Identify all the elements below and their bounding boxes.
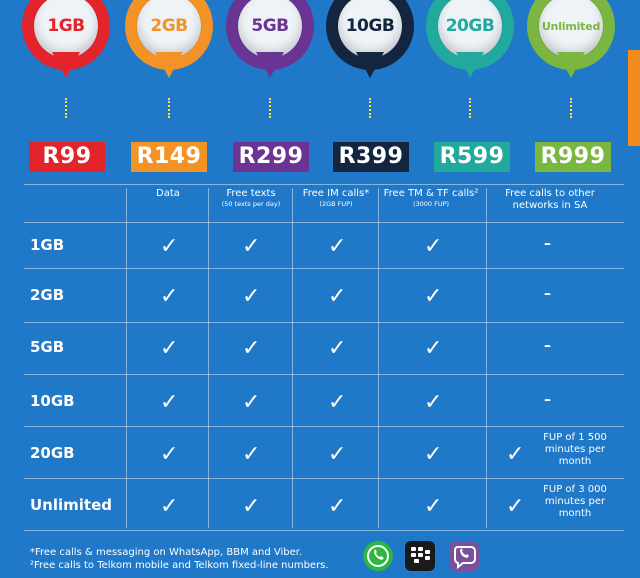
check-icon: ✓ bbox=[424, 336, 443, 361]
price-badge-10gb: R399 bbox=[333, 142, 409, 172]
row-divider bbox=[24, 478, 624, 479]
pin-drop-unlimited: Unlimited bbox=[527, 0, 615, 78]
column-divider bbox=[126, 188, 127, 528]
check-icon: ✓ bbox=[424, 390, 443, 415]
check-icon: ✓ bbox=[242, 390, 261, 415]
whatsapp-icon bbox=[363, 541, 393, 571]
plan-size-label: 5GB bbox=[251, 16, 289, 36]
plan-size-label: Unlimited bbox=[541, 19, 601, 33]
check-icon: ✓ bbox=[242, 234, 261, 259]
row-label-5gb: 5GB bbox=[30, 338, 65, 356]
column-divider bbox=[486, 188, 487, 528]
check-icon: ✓ bbox=[160, 390, 179, 415]
check-icon: ✓ bbox=[328, 494, 347, 519]
row-divider bbox=[24, 426, 624, 427]
row-label-unlimited: Unlimited bbox=[30, 496, 112, 514]
pin-drop-2gb: 2GB bbox=[125, 0, 213, 78]
check-icon: ✓ bbox=[328, 234, 347, 259]
check-icon: ✓ bbox=[242, 284, 261, 309]
no-other-network-calls-2gb: – bbox=[544, 286, 551, 302]
check-icon: ✓ bbox=[160, 336, 179, 361]
column-header-free-tm-tf-calls: Free TM & TF calls² (3000 FUP) bbox=[383, 188, 479, 208]
row-label-10gb: 10GB bbox=[30, 392, 75, 410]
check-icon: ✓ bbox=[328, 442, 347, 467]
check-icon: ✓ bbox=[424, 234, 443, 259]
pin-dotted-line bbox=[570, 98, 572, 118]
check-icon: ✓ bbox=[160, 234, 179, 259]
column-header-free-calls-other: Free calls to other networks in SA bbox=[505, 188, 595, 211]
pin-dotted-line bbox=[269, 98, 271, 118]
column-divider bbox=[378, 188, 379, 528]
row-label-2gb: 2GB bbox=[30, 286, 65, 304]
check-icon: ✓ bbox=[506, 494, 525, 519]
no-other-network-calls-10gb: – bbox=[544, 392, 551, 408]
row-label-1gb: 1GB bbox=[30, 236, 65, 254]
blackberry-messenger-icon bbox=[405, 541, 435, 571]
price-badge-1gb: R99 bbox=[29, 142, 105, 172]
check-icon: ✓ bbox=[328, 336, 347, 361]
check-icon: ✓ bbox=[506, 442, 525, 467]
check-icon: ✓ bbox=[160, 442, 179, 467]
check-icon: ✓ bbox=[424, 284, 443, 309]
check-icon: ✓ bbox=[242, 442, 261, 467]
side-tab bbox=[628, 50, 640, 146]
row-divider bbox=[24, 184, 624, 185]
column-header-free-im-calls: Free IM calls* (2GB FUP) bbox=[302, 188, 370, 208]
pin-dotted-line bbox=[369, 98, 371, 118]
check-icon: ✓ bbox=[242, 336, 261, 361]
footnote-2: ²Free calls to Telkom mobile and Telkom … bbox=[30, 560, 329, 571]
pin-drop-5gb: 5GB bbox=[226, 0, 314, 78]
check-icon: ✓ bbox=[424, 442, 443, 467]
plan-size-label: 1GB bbox=[47, 16, 85, 36]
plan-size-label: 20GB bbox=[445, 16, 495, 36]
check-icon: ✓ bbox=[424, 494, 443, 519]
row-label-20gb: 20GB bbox=[30, 444, 75, 462]
pin-dotted-line bbox=[469, 98, 471, 118]
footnote-1: *Free calls & messaging on WhatsApp, BBM… bbox=[30, 547, 303, 558]
check-icon: ✓ bbox=[328, 284, 347, 309]
check-icon: ✓ bbox=[242, 494, 261, 519]
no-other-network-calls-5gb: – bbox=[544, 338, 551, 354]
row-divider bbox=[24, 268, 624, 269]
row-divider bbox=[24, 222, 624, 223]
column-divider bbox=[292, 188, 293, 528]
plan-size-label: 2GB bbox=[150, 16, 188, 36]
pin-drop-20gb: 20GB bbox=[426, 0, 514, 78]
column-divider bbox=[208, 188, 209, 528]
row-divider bbox=[24, 322, 624, 323]
fup-note-20gb: FUP of 1 500 minutes per month bbox=[543, 432, 607, 467]
row-divider bbox=[24, 530, 624, 531]
viber-icon bbox=[449, 541, 479, 571]
fup-note-unlimited: FUP of 3 000 minutes per month bbox=[543, 484, 607, 519]
row-divider bbox=[24, 374, 624, 375]
check-icon: ✓ bbox=[160, 494, 179, 519]
price-badge-20gb: R599 bbox=[434, 142, 510, 172]
column-header-free-texts: Free texts (50 texts per day) bbox=[221, 188, 281, 208]
no-other-network-calls-1gb: – bbox=[544, 236, 551, 252]
footnotes: *Free calls & messaging on WhatsApp, BBM… bbox=[30, 546, 329, 572]
pin-dotted-line bbox=[168, 98, 170, 118]
check-icon: ✓ bbox=[328, 390, 347, 415]
price-badge-5gb: R299 bbox=[233, 142, 309, 172]
price-badge-2gb: R149 bbox=[131, 142, 207, 172]
plan-pins: 1GB R99 2GB R149 5GB R299 10GB R399 20GB… bbox=[0, 0, 640, 178]
check-icon: ✓ bbox=[160, 284, 179, 309]
pin-drop-1gb: 1GB bbox=[22, 0, 110, 78]
column-header-data: Data bbox=[156, 188, 180, 199]
plan-size-label: 10GB bbox=[345, 16, 395, 36]
pin-drop-10gb: 10GB bbox=[326, 0, 414, 78]
pin-dotted-line bbox=[65, 98, 67, 118]
price-badge-unlimited: R999 bbox=[535, 142, 611, 172]
